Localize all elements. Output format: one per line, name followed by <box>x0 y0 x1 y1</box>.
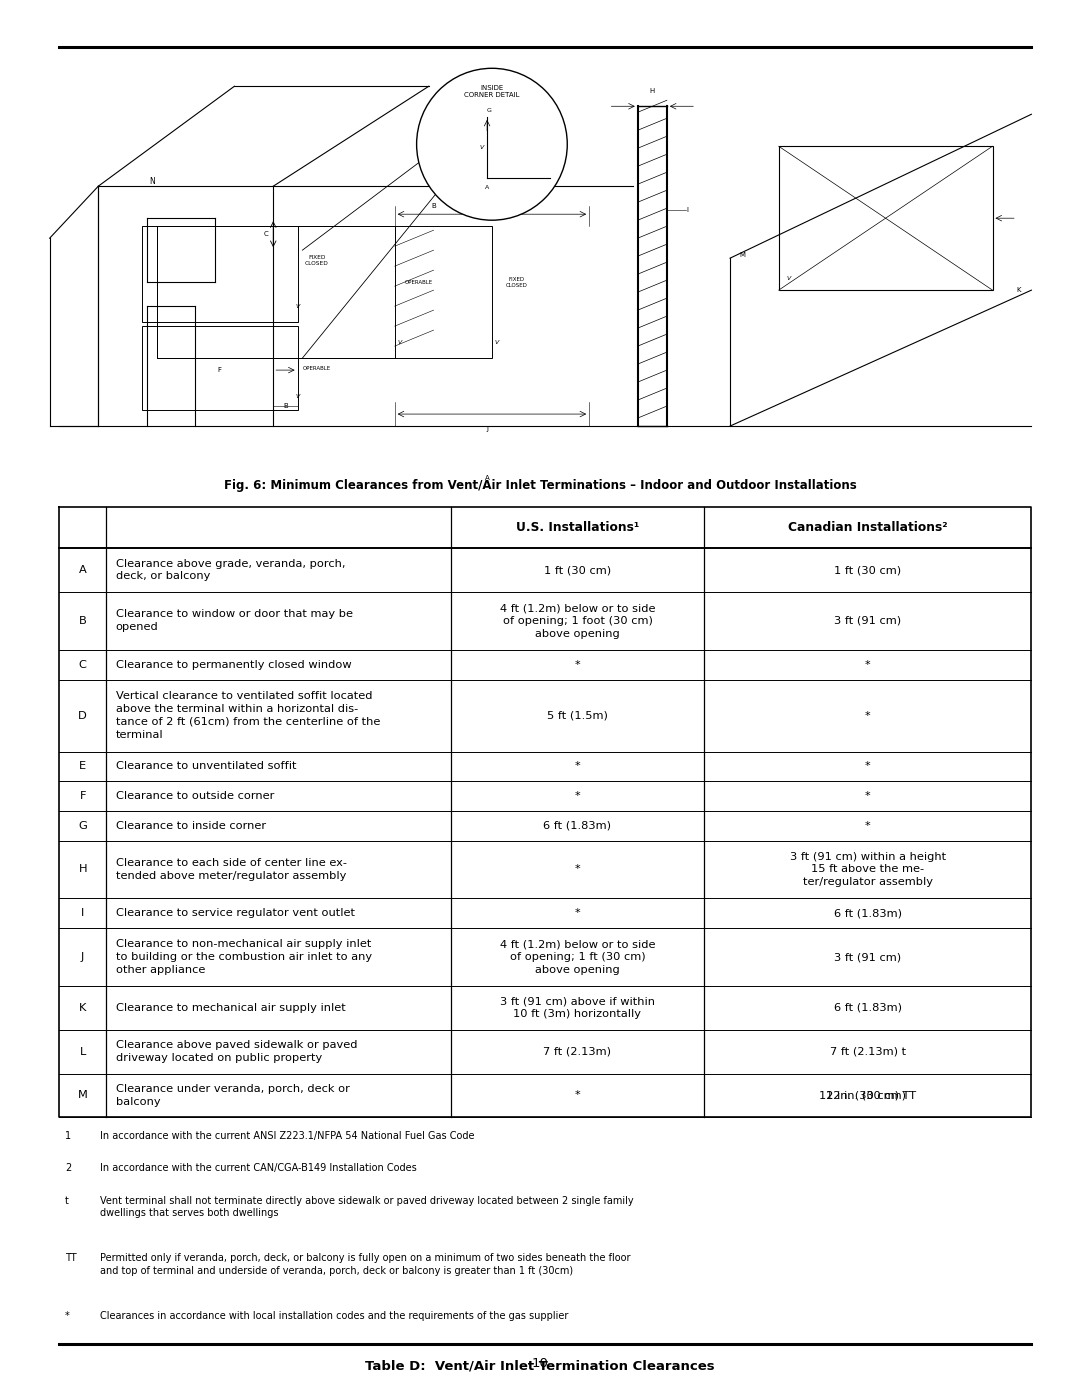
Text: Clearance above grade, veranda, porch,
deck, or balcony: Clearance above grade, veranda, porch, d… <box>116 558 346 582</box>
Text: 10: 10 <box>531 1357 549 1370</box>
Text: Clearance to outside corner: Clearance to outside corner <box>116 791 274 801</box>
Text: Permitted only if veranda, porch, deck, or balcony is fully open on a minimum of: Permitted only if veranda, porch, deck, … <box>100 1253 631 1276</box>
Text: V: V <box>495 340 499 344</box>
Bar <box>143 226 297 322</box>
Text: Clearance to permanently closed window: Clearance to permanently closed window <box>116 659 351 669</box>
Text: Vertical clearance to ventilated soffit located
above the terminal within a hori: Vertical clearance to ventilated soffit … <box>116 691 380 740</box>
Text: I: I <box>687 207 688 214</box>
Text: 6 ft (1.83m): 6 ft (1.83m) <box>834 908 902 919</box>
Text: 6 ft (1.83m): 6 ft (1.83m) <box>543 820 611 830</box>
Text: 3 ft (91 cm) above if within
10 ft (3m) horizontally: 3 ft (91 cm) above if within 10 ft (3m) … <box>500 997 654 1019</box>
Text: H: H <box>650 89 654 94</box>
Text: Canadian Installations²: Canadian Installations² <box>787 520 947 534</box>
Text: B: B <box>79 616 86 626</box>
Text: M: M <box>78 1091 87 1101</box>
Text: I: I <box>81 908 84 919</box>
Text: *: * <box>865 762 870 772</box>
Text: Fig. 6: Minimum Clearances from Vent/Air Inlet Terminations – Indoor and Outdoor: Fig. 6: Minimum Clearances from Vent/Air… <box>224 479 856 491</box>
Text: Clearance to service regulator vent outlet: Clearance to service regulator vent outl… <box>116 908 354 919</box>
Text: J: J <box>81 952 84 962</box>
Text: TT: TT <box>65 1253 77 1263</box>
Text: INSIDE
CORNER DETAIL: INSIDE CORNER DETAIL <box>464 85 519 99</box>
Text: Clearance to unventilated soffit: Clearance to unventilated soffit <box>116 762 296 772</box>
Text: Clearance under veranda, porch, deck or
balcony: Clearance under veranda, porch, deck or … <box>116 1084 350 1106</box>
Text: B: B <box>431 203 436 210</box>
Text: H: H <box>79 865 87 874</box>
Ellipse shape <box>417 68 567 221</box>
Text: F: F <box>80 791 86 801</box>
Text: Clearance to window or door that may be
opened: Clearance to window or door that may be … <box>116 609 353 633</box>
Text: *: * <box>575 865 580 874</box>
Text: *: * <box>575 908 580 919</box>
Bar <box>157 226 395 358</box>
Text: K: K <box>79 1004 86 1013</box>
Text: 6 ft (1.83m): 6 ft (1.83m) <box>834 1004 902 1013</box>
Text: Clearance to each side of center line ex-
tended above meter/regulator assembly: Clearance to each side of center line ex… <box>116 858 347 881</box>
Text: 12 in. (30 cm) TT: 12 in. (30 cm) TT <box>819 1091 916 1101</box>
Text: *: * <box>575 791 580 801</box>
Text: OPERABLE: OPERABLE <box>405 279 433 285</box>
Text: *: * <box>575 1091 580 1101</box>
Text: *: * <box>575 659 580 669</box>
Text: U.S. Installations¹: U.S. Installations¹ <box>516 520 639 534</box>
Text: Vent terminal shall not terminate directly above sidewalk or paved driveway loca: Vent terminal shall not terminate direct… <box>100 1195 634 1219</box>
Text: 3 ft (91 cm): 3 ft (91 cm) <box>834 616 901 626</box>
Text: V: V <box>296 304 299 308</box>
Text: C: C <box>264 232 268 237</box>
Text: V: V <box>480 144 484 150</box>
Text: Table D:  Vent/Air Inlet Termination Clearances: Table D: Vent/Air Inlet Termination Clea… <box>365 1360 715 1373</box>
Text: Clearance to mechanical air supply inlet: Clearance to mechanical air supply inlet <box>116 1004 346 1013</box>
Text: 3 ft (91 cm) within a height
15 ft above the me-
ter/regulator assembly: 3 ft (91 cm) within a height 15 ft above… <box>789 852 946 887</box>
Text: Clearance above paved sidewalk or paved
driveway located on public property: Clearance above paved sidewalk or paved … <box>116 1040 357 1063</box>
Text: V: V <box>296 394 299 398</box>
Text: *: * <box>865 659 870 669</box>
Text: A: A <box>79 565 86 575</box>
Text: Clearance to non-mechanical air supply inlet
to building or the combustion air i: Clearance to non-mechanical air supply i… <box>116 940 372 974</box>
Text: 7 ft (2.13m) t: 7 ft (2.13m) t <box>829 1047 906 1056</box>
Text: G: G <box>79 820 87 830</box>
Text: *: * <box>865 820 870 830</box>
Text: *: * <box>865 711 870 720</box>
Text: G: G <box>487 108 492 112</box>
Text: L: L <box>80 1047 85 1056</box>
Text: FIXED
CLOSED: FIXED CLOSED <box>306 255 328 265</box>
Text: 4 ft (1.2m) below or to side
of opening; 1 foot (30 cm)
above opening: 4 ft (1.2m) below or to side of opening;… <box>500 604 656 638</box>
Text: 7 ft (2.13m): 7 ft (2.13m) <box>543 1047 611 1056</box>
Text: V: V <box>397 340 402 344</box>
Text: 1 ft (30 cm): 1 ft (30 cm) <box>544 565 611 575</box>
Text: N: N <box>149 178 154 186</box>
Text: OPERABLE: OPERABLE <box>302 365 332 371</box>
Text: Clearances in accordance with local installation codes and the requirements of t: Clearances in accordance with local inst… <box>100 1310 569 1321</box>
Bar <box>143 326 297 409</box>
Text: K: K <box>1017 287 1022 293</box>
Text: F: F <box>218 366 221 373</box>
Text: D: D <box>79 711 87 720</box>
Text: 12 in. (30 cm): 12 in. (30 cm) <box>826 1091 909 1101</box>
Text: Clearance to inside corner: Clearance to inside corner <box>116 820 266 830</box>
Text: 1 ft (30 cm): 1 ft (30 cm) <box>834 565 901 575</box>
Text: V: V <box>786 276 791 280</box>
Text: In accordance with the current ANSI Z223.1/NFPA 54 National Fuel Gas Code: In accordance with the current ANSI Z223… <box>100 1131 475 1141</box>
Text: 1: 1 <box>65 1131 71 1141</box>
Text: *: * <box>865 791 870 801</box>
Text: t: t <box>65 1195 69 1206</box>
Text: C: C <box>79 659 86 669</box>
Text: FIXED
CLOSED: FIXED CLOSED <box>505 276 527 287</box>
Text: *: * <box>65 1310 69 1321</box>
Bar <box>157 226 491 358</box>
Text: J: J <box>486 426 488 432</box>
Text: 5 ft (1.5m): 5 ft (1.5m) <box>548 711 608 720</box>
Text: *: * <box>575 762 580 772</box>
Text: 2: 2 <box>65 1163 71 1173</box>
Text: 3 ft (91 cm): 3 ft (91 cm) <box>834 952 901 962</box>
Text: In accordance with the current CAN/CGA-B149 Installation Codes: In accordance with the current CAN/CGA-B… <box>100 1163 417 1173</box>
Text: E: E <box>79 762 86 772</box>
Bar <box>779 146 993 290</box>
Text: M: M <box>740 253 746 258</box>
Text: A: A <box>485 475 489 482</box>
Text: 4 ft (1.2m) below or to side
of opening; 1 ft (30 cm)
above opening: 4 ft (1.2m) below or to side of opening;… <box>500 940 656 974</box>
Text: B: B <box>283 403 287 409</box>
Text: A: A <box>485 185 489 190</box>
